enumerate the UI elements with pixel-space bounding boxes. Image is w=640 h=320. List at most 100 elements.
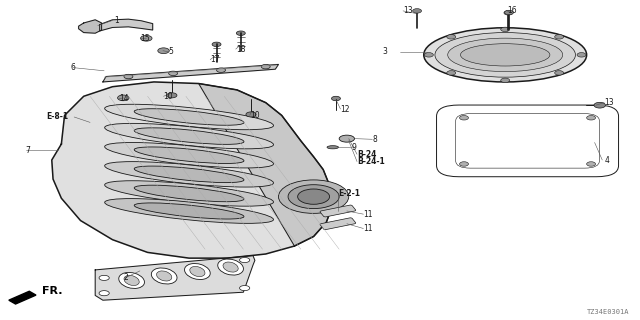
Circle shape bbox=[99, 291, 109, 296]
Circle shape bbox=[447, 35, 456, 39]
Text: 7: 7 bbox=[25, 146, 30, 155]
Circle shape bbox=[424, 52, 433, 57]
Ellipse shape bbox=[134, 166, 244, 183]
Circle shape bbox=[587, 162, 596, 166]
Text: 12: 12 bbox=[340, 105, 350, 114]
Text: B-24-1: B-24-1 bbox=[357, 157, 385, 166]
Ellipse shape bbox=[424, 28, 587, 82]
Ellipse shape bbox=[157, 271, 172, 281]
Text: E-8-1: E-8-1 bbox=[47, 113, 68, 122]
Polygon shape bbox=[79, 20, 102, 33]
Text: 18: 18 bbox=[236, 44, 245, 54]
Ellipse shape bbox=[134, 185, 244, 202]
Ellipse shape bbox=[435, 33, 575, 77]
Circle shape bbox=[261, 64, 270, 69]
Ellipse shape bbox=[105, 162, 273, 187]
FancyBboxPatch shape bbox=[436, 105, 618, 177]
Ellipse shape bbox=[105, 199, 273, 223]
Circle shape bbox=[447, 71, 456, 75]
Text: 17: 17 bbox=[210, 55, 220, 64]
Circle shape bbox=[594, 102, 605, 108]
Circle shape bbox=[169, 71, 177, 76]
Circle shape bbox=[500, 78, 509, 83]
Text: 15: 15 bbox=[140, 34, 150, 43]
Text: 8: 8 bbox=[372, 135, 377, 144]
Circle shape bbox=[167, 93, 177, 98]
Circle shape bbox=[246, 112, 256, 117]
Ellipse shape bbox=[134, 109, 244, 125]
Circle shape bbox=[118, 95, 129, 101]
Circle shape bbox=[239, 285, 250, 291]
Circle shape bbox=[236, 31, 245, 36]
Ellipse shape bbox=[105, 104, 273, 130]
Ellipse shape bbox=[119, 272, 145, 288]
Polygon shape bbox=[95, 256, 255, 300]
Circle shape bbox=[587, 116, 596, 120]
Text: 11: 11 bbox=[364, 210, 373, 219]
Text: 6: 6 bbox=[71, 63, 76, 72]
Text: 10: 10 bbox=[164, 92, 173, 101]
Circle shape bbox=[577, 52, 586, 57]
Ellipse shape bbox=[105, 142, 273, 168]
Ellipse shape bbox=[327, 146, 339, 149]
Circle shape bbox=[158, 48, 170, 53]
Circle shape bbox=[332, 96, 340, 101]
Polygon shape bbox=[52, 82, 333, 258]
Circle shape bbox=[413, 9, 422, 13]
Ellipse shape bbox=[134, 147, 244, 164]
Circle shape bbox=[460, 162, 468, 166]
Circle shape bbox=[99, 275, 109, 280]
Circle shape bbox=[504, 11, 513, 15]
Polygon shape bbox=[198, 84, 333, 246]
Ellipse shape bbox=[448, 38, 563, 72]
Text: 13: 13 bbox=[403, 6, 413, 15]
Text: 2: 2 bbox=[124, 273, 128, 282]
Circle shape bbox=[460, 116, 468, 120]
Ellipse shape bbox=[134, 203, 244, 219]
Ellipse shape bbox=[151, 268, 177, 284]
Text: 5: 5 bbox=[168, 47, 173, 56]
Ellipse shape bbox=[124, 276, 140, 285]
Ellipse shape bbox=[223, 262, 238, 272]
Ellipse shape bbox=[461, 44, 550, 66]
Polygon shape bbox=[9, 291, 36, 304]
Ellipse shape bbox=[184, 263, 211, 280]
Ellipse shape bbox=[278, 180, 349, 213]
Ellipse shape bbox=[218, 259, 243, 275]
FancyBboxPatch shape bbox=[320, 205, 356, 217]
Text: 14: 14 bbox=[119, 94, 129, 103]
Circle shape bbox=[504, 10, 513, 15]
Ellipse shape bbox=[339, 135, 355, 142]
Text: 4: 4 bbox=[604, 156, 609, 164]
Text: E-2-1: E-2-1 bbox=[338, 189, 360, 198]
Polygon shape bbox=[12, 296, 25, 302]
Circle shape bbox=[239, 258, 250, 263]
Text: FR.: FR. bbox=[42, 286, 63, 296]
Text: 9: 9 bbox=[352, 143, 357, 152]
Text: TZ34E0301A: TZ34E0301A bbox=[588, 309, 630, 316]
Ellipse shape bbox=[105, 124, 273, 149]
Circle shape bbox=[555, 71, 564, 75]
Text: 11: 11 bbox=[364, 224, 373, 233]
Circle shape bbox=[212, 42, 221, 47]
Text: 13: 13 bbox=[604, 98, 614, 107]
FancyBboxPatch shape bbox=[320, 218, 356, 230]
Ellipse shape bbox=[190, 267, 205, 276]
Circle shape bbox=[141, 36, 152, 41]
Ellipse shape bbox=[298, 189, 330, 204]
Text: 1: 1 bbox=[115, 16, 119, 25]
Circle shape bbox=[124, 74, 133, 79]
Text: 10: 10 bbox=[250, 111, 259, 120]
Polygon shape bbox=[100, 19, 153, 31]
Circle shape bbox=[500, 27, 509, 32]
Text: B-24: B-24 bbox=[357, 150, 376, 159]
Circle shape bbox=[555, 35, 564, 39]
Text: 3: 3 bbox=[383, 47, 387, 56]
FancyBboxPatch shape bbox=[456, 114, 600, 168]
Text: 16: 16 bbox=[507, 6, 516, 15]
Polygon shape bbox=[103, 64, 278, 82]
Ellipse shape bbox=[288, 185, 339, 209]
Ellipse shape bbox=[105, 181, 273, 206]
Circle shape bbox=[216, 68, 225, 72]
Ellipse shape bbox=[134, 128, 244, 144]
